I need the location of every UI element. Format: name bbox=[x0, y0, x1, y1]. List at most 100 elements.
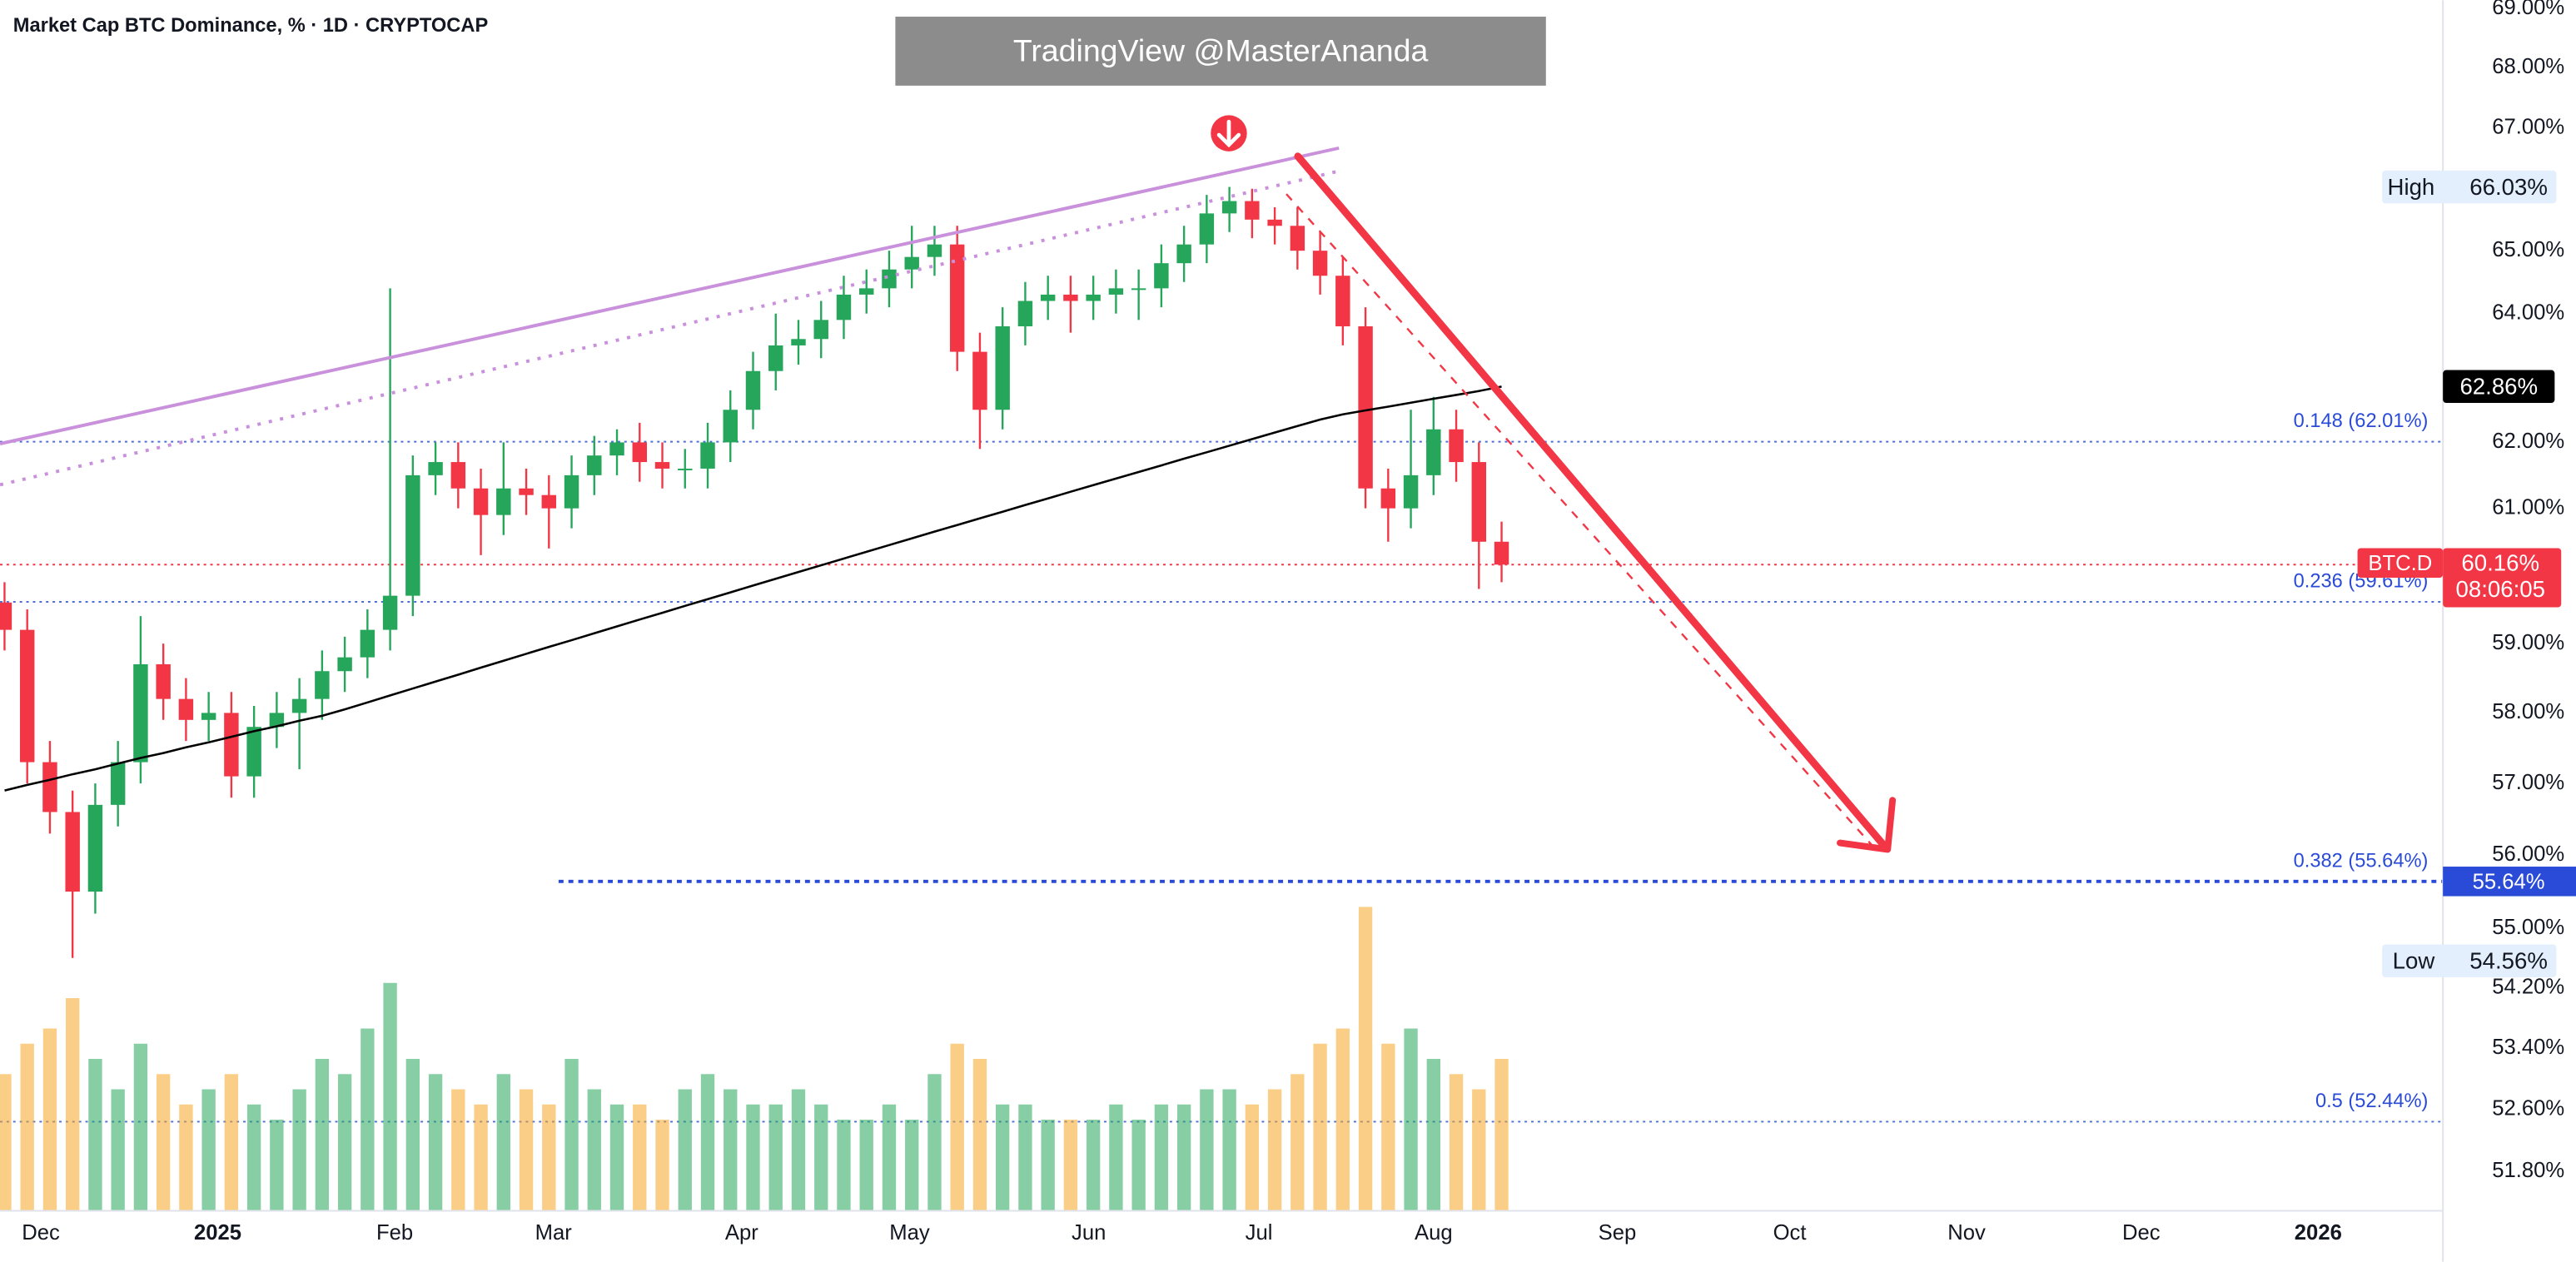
candle-body bbox=[587, 455, 602, 475]
x-tick-label: Jun bbox=[1072, 1221, 1106, 1245]
volume-bar bbox=[1290, 1074, 1305, 1211]
candle-body bbox=[1449, 429, 1464, 463]
watermark-box bbox=[895, 17, 1546, 86]
y-tick-label: 62.00% bbox=[2492, 430, 2564, 453]
plot-area: 0.148 (62.01%)0.236 (59.61%)0.382 (55.64… bbox=[0, 186, 2444, 1211]
x-tick-label: Apr bbox=[725, 1221, 758, 1245]
candle-body bbox=[87, 804, 103, 892]
volume-bar bbox=[1335, 1028, 1350, 1211]
volume-bar bbox=[42, 1028, 57, 1211]
volume-bar bbox=[270, 1120, 284, 1211]
candle-body bbox=[224, 713, 239, 777]
volume-bar bbox=[542, 1104, 556, 1211]
volume-bar bbox=[1245, 1104, 1260, 1211]
sell-signal-arrow bbox=[1216, 119, 1241, 148]
y-tick-label: 67.00% bbox=[2492, 115, 2564, 138]
trend-line bbox=[0, 146, 1340, 445]
volume-bar bbox=[246, 1104, 261, 1211]
fib-axis-value: 55.64% bbox=[2473, 871, 2545, 894]
volume-bar bbox=[996, 1104, 1010, 1211]
volume-bar bbox=[655, 1120, 669, 1211]
candle-body bbox=[904, 256, 919, 270]
volume-bar bbox=[1381, 1043, 1395, 1211]
candle-body bbox=[1267, 219, 1282, 226]
volume-bar bbox=[724, 1089, 738, 1211]
volume-bar bbox=[0, 1074, 12, 1211]
volume-bar bbox=[1154, 1104, 1169, 1211]
price-axis bbox=[2443, 0, 2576, 1262]
y-tick-label: 53.40% bbox=[2492, 1036, 2564, 1059]
candle-body bbox=[19, 629, 35, 763]
low-marker-label: Low bbox=[2393, 948, 2435, 974]
x-tick-label: 2025 bbox=[194, 1221, 241, 1245]
candle-body bbox=[995, 325, 1010, 410]
volume-bar bbox=[133, 1043, 148, 1211]
projection-line bbox=[1286, 193, 1874, 847]
candle-body bbox=[541, 494, 557, 509]
candle-body bbox=[291, 698, 307, 713]
volume-bar bbox=[111, 1089, 125, 1211]
candle-body bbox=[1108, 288, 1124, 295]
x-tick-label: 2026 bbox=[2295, 1221, 2342, 1245]
candle-body bbox=[768, 345, 783, 371]
candle-body bbox=[1290, 226, 1305, 251]
volume-bar bbox=[564, 1059, 579, 1211]
down-arrow bbox=[1294, 152, 1890, 852]
candle-body bbox=[65, 812, 80, 892]
candle-body bbox=[1335, 276, 1350, 326]
candle-body bbox=[1086, 294, 1101, 301]
volume-bar bbox=[1267, 1089, 1282, 1211]
volume-bar bbox=[383, 982, 397, 1211]
volume-bar bbox=[315, 1059, 330, 1211]
volume-bar bbox=[1222, 1089, 1236, 1211]
x-tick-label: May bbox=[889, 1221, 930, 1245]
volume-bar bbox=[474, 1104, 488, 1211]
candle-body bbox=[405, 474, 420, 596]
candle-body bbox=[1199, 213, 1215, 245]
volume-bar bbox=[587, 1089, 601, 1211]
candle-body bbox=[1403, 474, 1419, 509]
volume-bar bbox=[1063, 1120, 1078, 1211]
x-tick-label: Mar bbox=[535, 1221, 573, 1245]
candle-body bbox=[133, 663, 148, 763]
candle-body bbox=[609, 442, 624, 456]
volume-bar bbox=[361, 1028, 375, 1211]
low-marker-box bbox=[2382, 944, 2557, 978]
candle-body bbox=[700, 442, 715, 469]
last-price-name-box bbox=[2357, 548, 2444, 579]
candle-body bbox=[519, 488, 534, 495]
candle-body bbox=[1063, 294, 1078, 301]
volume-bar bbox=[950, 1043, 964, 1211]
ma-axis-box bbox=[2443, 370, 2555, 404]
candle-body bbox=[473, 488, 489, 515]
candle-body bbox=[632, 442, 647, 463]
volume-bar bbox=[179, 1104, 193, 1211]
volume-bar bbox=[633, 1104, 647, 1211]
candle-body bbox=[1380, 488, 1396, 509]
volume-bar bbox=[1086, 1120, 1101, 1211]
last-price-box bbox=[2443, 548, 2562, 608]
volume-bar bbox=[609, 1104, 624, 1211]
candle-body bbox=[42, 762, 57, 812]
candle-body bbox=[337, 657, 352, 672]
candle-body bbox=[246, 727, 261, 777]
last-price-value: 60.16% bbox=[2461, 550, 2539, 576]
volume-bar bbox=[496, 1074, 510, 1211]
volume-bar bbox=[1176, 1104, 1191, 1211]
volume-bar bbox=[814, 1104, 828, 1211]
candle-body bbox=[813, 320, 828, 340]
volume-bar bbox=[1313, 1043, 1327, 1211]
volume-bar bbox=[224, 1074, 239, 1211]
volume-bar bbox=[1200, 1089, 1214, 1211]
volume-bar bbox=[1041, 1120, 1055, 1211]
candle-body bbox=[1358, 325, 1373, 489]
x-tick-label: Aug bbox=[1415, 1221, 1453, 1245]
volume-bar bbox=[1472, 1089, 1486, 1211]
volume-bar bbox=[1018, 1104, 1032, 1211]
y-tick-label: 61.00% bbox=[2492, 495, 2564, 519]
candle-body bbox=[156, 663, 171, 699]
volume-bar bbox=[1131, 1120, 1146, 1211]
candle-body bbox=[972, 351, 987, 410]
arrow-head bbox=[1837, 797, 1897, 853]
